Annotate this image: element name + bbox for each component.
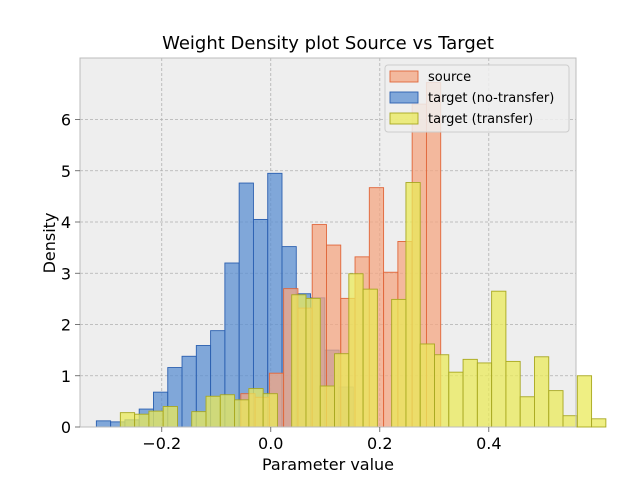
x-axis-label: Parameter value — [262, 455, 394, 474]
legend-label: target (no-transfer) — [428, 91, 554, 106]
histogram-bar — [505, 360, 521, 428]
y-tick-label: 3 — [61, 264, 71, 283]
y-tick-label: 2 — [61, 316, 71, 335]
legend-label: source — [428, 70, 471, 85]
x-tick-label: 0.0 — [258, 434, 283, 453]
histogram-bar — [348, 273, 364, 428]
y-tick-label: 4 — [61, 213, 71, 232]
y-tick-label: 1 — [61, 367, 71, 386]
histogram-bar — [95, 420, 112, 428]
histogram-bar — [119, 412, 136, 428]
x-tick-label: 0.2 — [367, 434, 392, 453]
legend-swatch — [389, 70, 419, 83]
histogram-bar — [548, 390, 564, 428]
histogram-bar — [191, 411, 207, 428]
histogram-bar — [462, 358, 478, 428]
histogram-bar — [419, 343, 435, 428]
y-tick-label: 5 — [61, 162, 71, 181]
legend-box — [384, 64, 570, 133]
histogram-bar — [148, 410, 164, 428]
histogram-bar — [562, 415, 578, 428]
chart-title: Weight Density plot Source vs Target — [162, 33, 494, 54]
histogram-bar — [162, 406, 178, 428]
histogram-bar — [534, 356, 550, 428]
y-axis-label: Density — [40, 213, 59, 274]
histogram-bar — [576, 375, 593, 428]
histogram-bar — [319, 385, 335, 428]
legend: source target (no-transfer) target (transf… — [384, 64, 570, 133]
legend-swatch — [389, 91, 419, 104]
histogram-bar — [405, 182, 421, 428]
histogram-bar — [391, 298, 407, 428]
plot-frame — [79, 57, 577, 428]
histogram-bar — [291, 294, 307, 428]
histogram-bar — [219, 394, 236, 428]
y-tick-label: 0 — [61, 418, 71, 437]
histogram-bar — [591, 418, 607, 428]
legend-swatch — [389, 112, 419, 125]
histogram-bar — [248, 388, 264, 428]
histogram-bar — [305, 297, 321, 428]
histogram-bar — [362, 288, 378, 428]
bars — [95, 82, 607, 428]
y-axis: 0 1 2 3 4 5 6 — [61, 111, 80, 437]
histogram-bar — [519, 396, 535, 428]
x-tick-label: −0.2 — [142, 434, 181, 453]
histogram-bar — [134, 413, 150, 428]
y-tick-label: 6 — [61, 111, 71, 130]
x-tick-label: 0.4 — [476, 434, 501, 453]
histogram-bar — [491, 290, 507, 428]
histogram-bar — [262, 393, 278, 428]
legend-label: target (transfer) — [428, 112, 533, 127]
histogram-bar — [476, 362, 493, 428]
histogram-bar — [205, 395, 221, 428]
series-3 — [119, 182, 607, 428]
histogram-bar — [434, 354, 450, 428]
histogram-bar — [234, 399, 250, 428]
x-axis: −0.2 0.0 0.2 0.4 — [142, 427, 502, 453]
histogram-bar — [448, 371, 464, 428]
histogram-bar — [334, 353, 350, 428]
